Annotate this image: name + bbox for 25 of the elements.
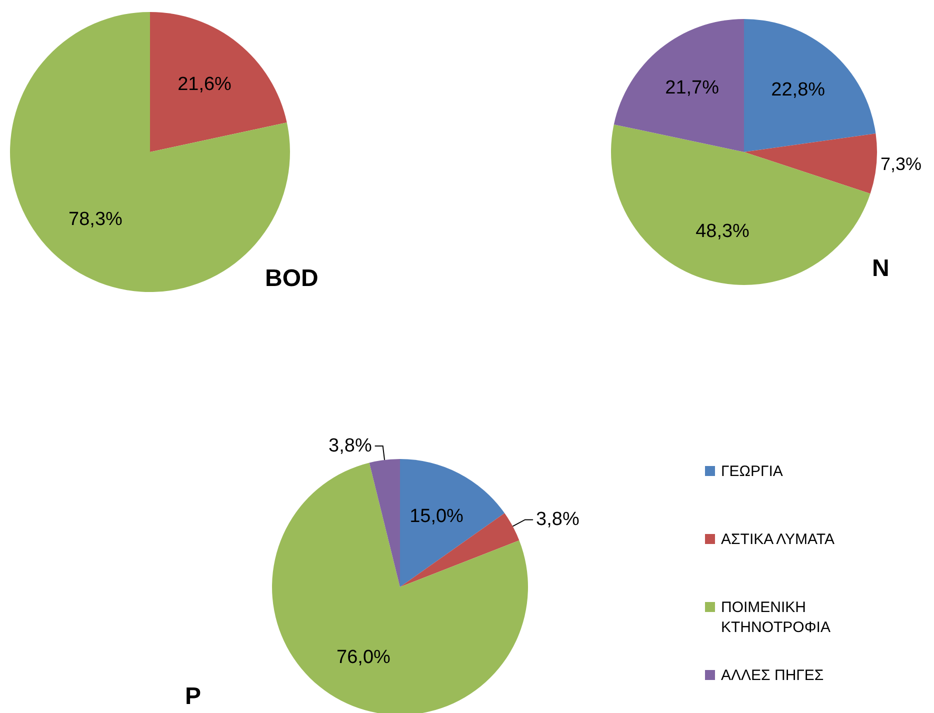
- pie-slice: [400, 459, 505, 587]
- legend-label: ΑΣΤΙΚΑ ΛΥΜΑΤΑ: [721, 530, 836, 550]
- data-label: 21,7%: [665, 77, 720, 98]
- data-label: 22,8%: [771, 79, 826, 100]
- data-label: 15,0%: [410, 506, 464, 528]
- pie-slice: [744, 133, 877, 194]
- legend-label: ΠΟΙΜΕΝΙΚΗ ΚΤΗΝΟΤΡΟΦΙΑ: [721, 598, 832, 638]
- data-label: 48,3%: [696, 221, 750, 242]
- legend-label: ΑΛΛΕΣ ΠΗΓΕΣ: [721, 666, 825, 686]
- pie-slice: [272, 462, 528, 713]
- data-label: 78,3%: [68, 209, 123, 230]
- text: N: [872, 255, 890, 283]
- pie-slice: [614, 19, 744, 152]
- data-label: 76,0%: [336, 646, 391, 668]
- data-label: 3,8%: [328, 436, 372, 457]
- data-label: 3,8%: [536, 509, 580, 530]
- text: P: [185, 683, 202, 711]
- pie-slice: [150, 12, 287, 152]
- pie-slice: [744, 19, 876, 152]
- data-label: 21,6%: [178, 74, 232, 95]
- text: BOD: [265, 265, 318, 293]
- pie-slice: [369, 459, 400, 587]
- legend-label: ΓΕΩΡΓΙΑ: [721, 462, 784, 482]
- pie-slice: [611, 124, 870, 285]
- data-label: 7,3%: [880, 154, 922, 174]
